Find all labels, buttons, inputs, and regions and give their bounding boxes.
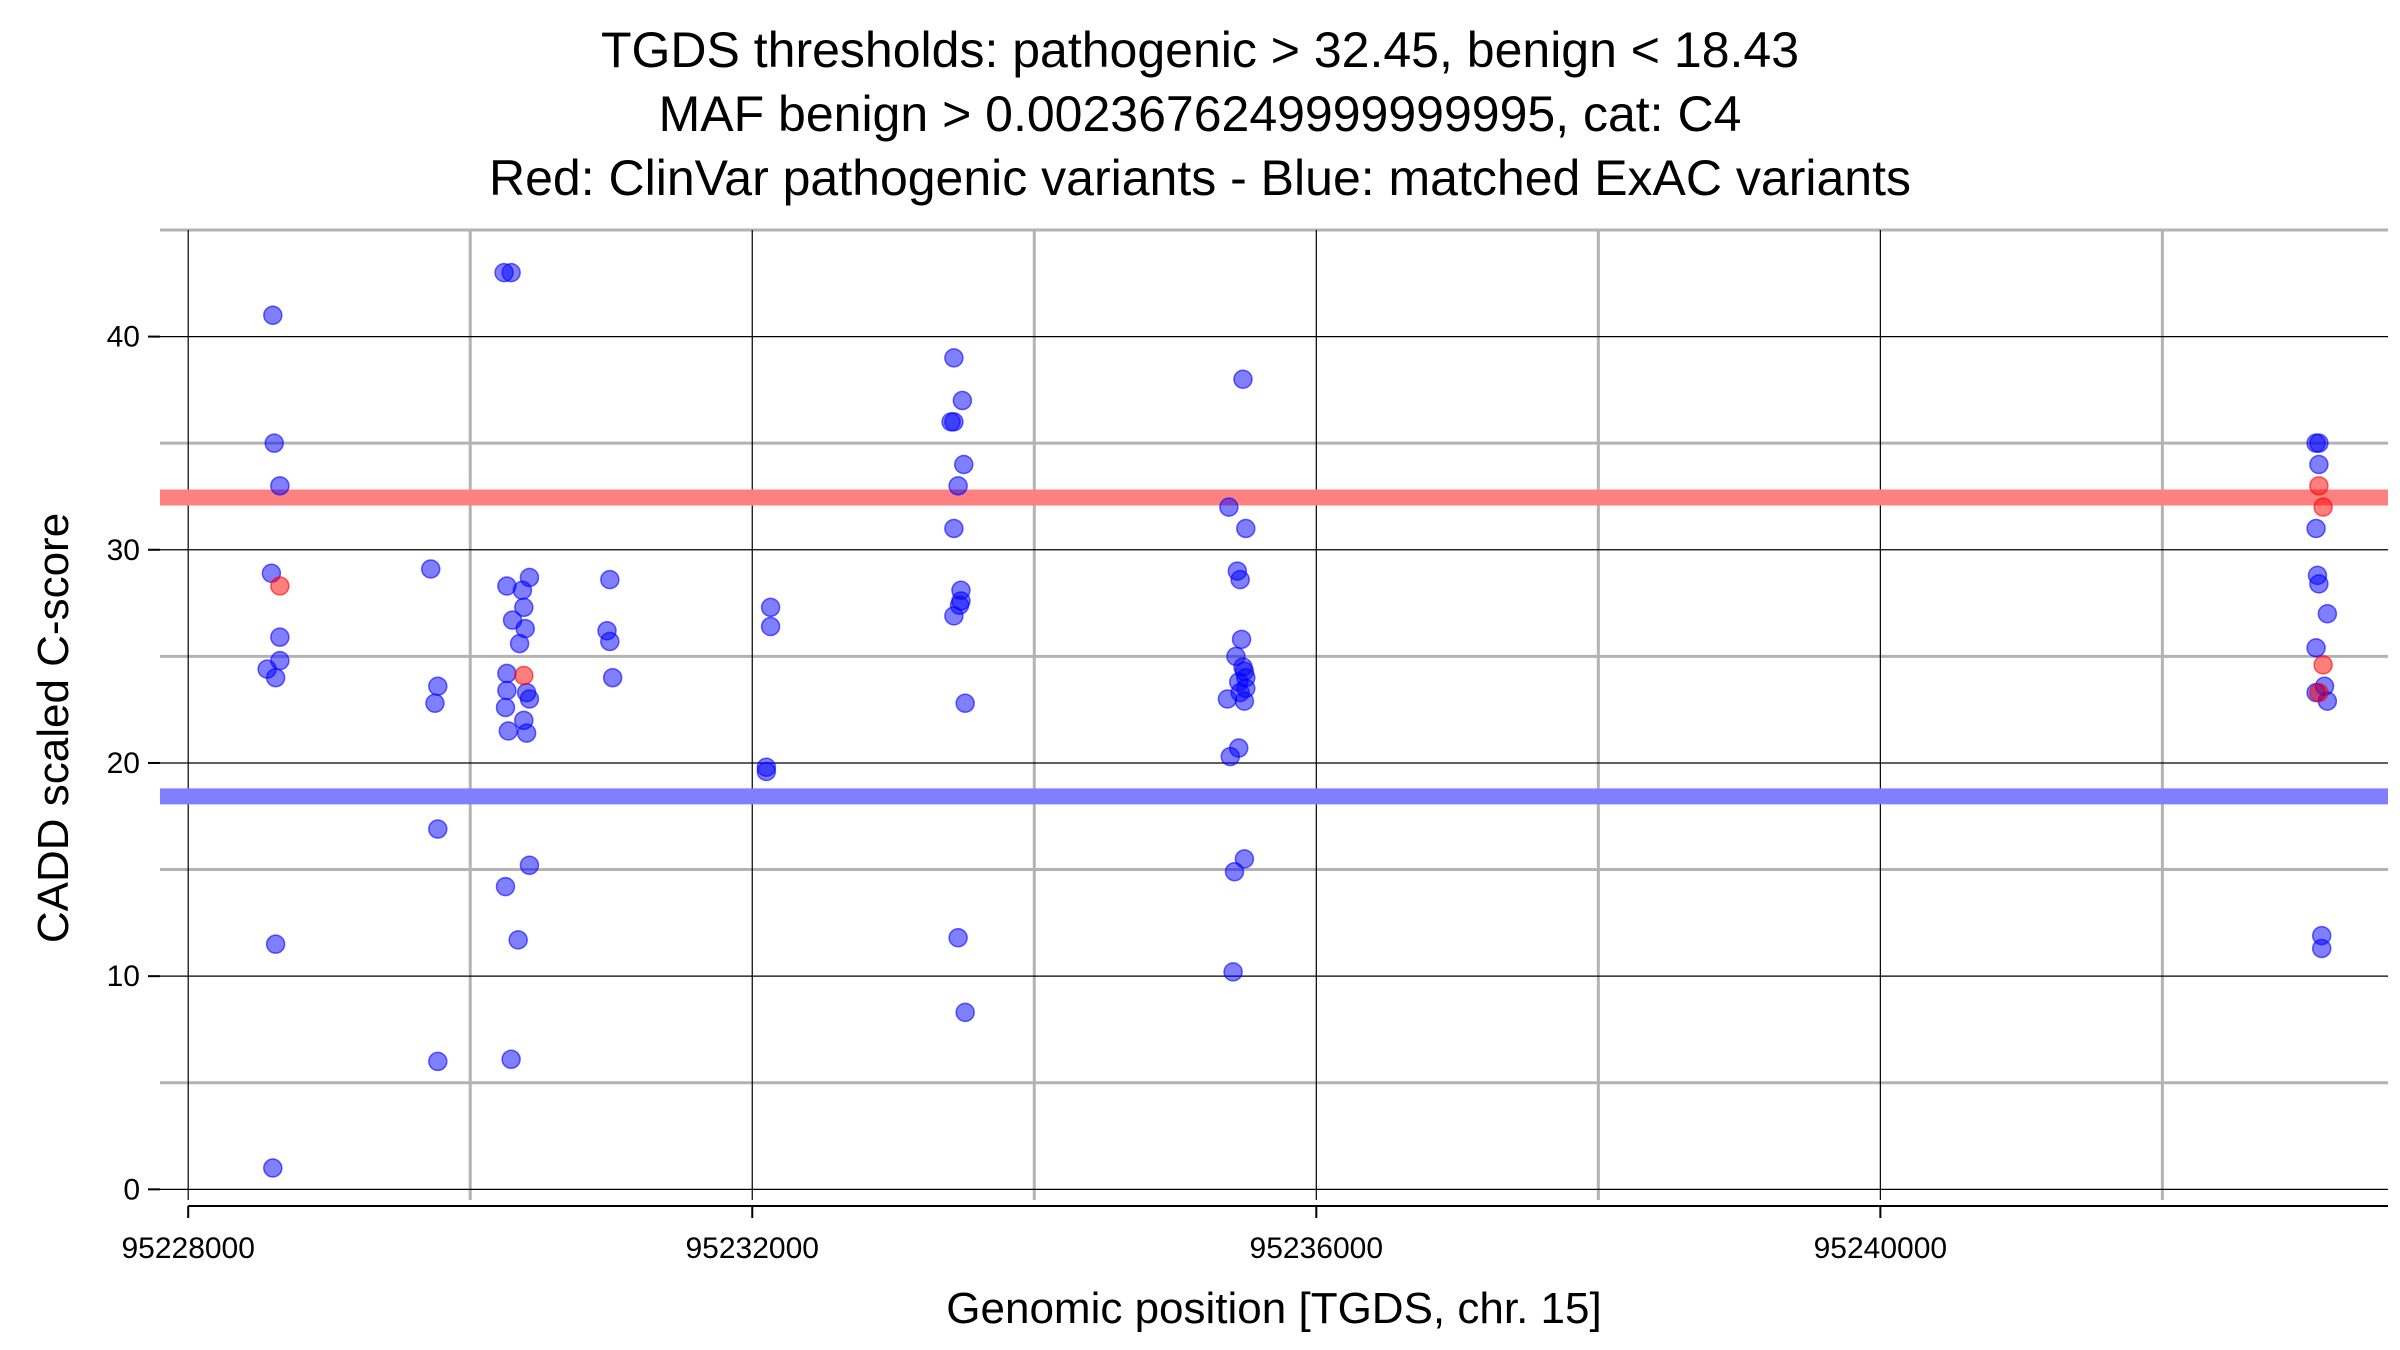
exac-point: [2306, 638, 2326, 658]
exac-point: [952, 390, 973, 411]
exac-point: [948, 476, 968, 496]
exac-point: [425, 693, 445, 714]
exac-point: [2317, 603, 2338, 624]
exac-point: [1234, 849, 1255, 869]
exac-point: [1233, 369, 1253, 389]
exac-point: [497, 680, 517, 701]
exac-point: [270, 476, 290, 496]
exac-point: [428, 676, 448, 696]
exac-point: [514, 597, 534, 618]
x-tick-label: 95228000: [121, 1232, 254, 1265]
exac-point: [2311, 938, 2332, 959]
exac-point: [501, 1049, 521, 1070]
exac-point: [265, 667, 286, 688]
chart-title-line-2: MAF benign > 0.0023676249999999995, cat:…: [658, 86, 1742, 142]
exac-point: [944, 348, 964, 368]
exac-point: [270, 627, 290, 647]
exac-point: [944, 412, 964, 432]
exac-point: [495, 697, 516, 718]
exac-point: [1223, 962, 1243, 982]
exac-point: [600, 569, 620, 590]
exac-point: [509, 633, 530, 654]
exac-point: [265, 934, 286, 954]
threshold-lines: [160, 489, 2388, 805]
exac-point: [600, 631, 620, 652]
clinvar-point: [2313, 497, 2333, 517]
exac-point: [420, 559, 441, 579]
y-tick-label: 30: [107, 534, 140, 567]
exac-point: [1219, 497, 1239, 517]
exac-point: [1231, 629, 1252, 650]
exac-point: [954, 454, 974, 475]
clinvar-point: [270, 576, 290, 596]
exac-point: [508, 930, 528, 950]
exac-point: [948, 928, 968, 948]
exac-point: [519, 689, 540, 709]
y-tick-label: 0: [123, 1173, 140, 1206]
exac-point: [1220, 746, 1241, 767]
exac-point: [516, 723, 537, 743]
exac-point: [2309, 574, 2329, 594]
exac-point: [263, 1158, 283, 1178]
exac-point: [760, 597, 781, 618]
clinvar-point: [2309, 476, 2329, 496]
exac-point: [944, 606, 964, 626]
exac-point: [944, 518, 964, 539]
exac-point: [756, 761, 777, 782]
exac-point: [1236, 518, 1256, 539]
exac-point: [955, 1002, 975, 1023]
clinvar-point: [2313, 655, 2333, 675]
exac-point: [2309, 433, 2329, 453]
exac-point: [428, 1051, 448, 1072]
gridlines: [160, 228, 2388, 1200]
data-points: [257, 262, 2338, 1178]
exac-point: [264, 433, 284, 453]
exac-point: [955, 693, 975, 714]
exac-point: [1230, 569, 1250, 590]
x-tick-label: 95236000: [1250, 1232, 1383, 1265]
clinvar-point: [514, 665, 534, 686]
y-tick-label: 40: [107, 321, 140, 354]
y-tick-label: 10: [107, 960, 140, 993]
exac-point: [519, 855, 540, 876]
exac-point: [495, 876, 516, 897]
clinvar-point: [2309, 682, 2329, 703]
x-tick-label: 95232000: [686, 1232, 819, 1265]
exac-point: [497, 663, 517, 684]
axes: 0 10 20 30 40 95228000 95232000 95236000 9524000…: [107, 321, 2388, 1265]
exac-point: [263, 305, 283, 326]
exac-point: [501, 262, 521, 283]
exac-point: [1217, 689, 1238, 709]
exac-point: [2309, 454, 2329, 475]
chart-title-line-1: TGDS thresholds: pathogenic > 32.45, ben…: [600, 22, 1800, 78]
exac-point: [760, 616, 781, 637]
exac-point: [428, 819, 448, 839]
exac-point: [602, 667, 623, 688]
x-tick-label: 95240000: [1814, 1232, 1947, 1265]
y-tick-label: 20: [107, 747, 140, 780]
exac-point: [512, 580, 533, 601]
x-axis-label: Genomic position [TGDS, chr. 15]: [946, 1284, 1601, 1333]
chart-title-line-3: Red: ClinVar pathogenic variants - Blue:…: [489, 150, 1911, 206]
exac-point: [2306, 518, 2326, 539]
y-axis-label: CADD scaled C-score: [29, 513, 78, 943]
exac-point: [1234, 691, 1255, 711]
exac-point: [498, 721, 519, 741]
exac-point: [1224, 861, 1245, 882]
